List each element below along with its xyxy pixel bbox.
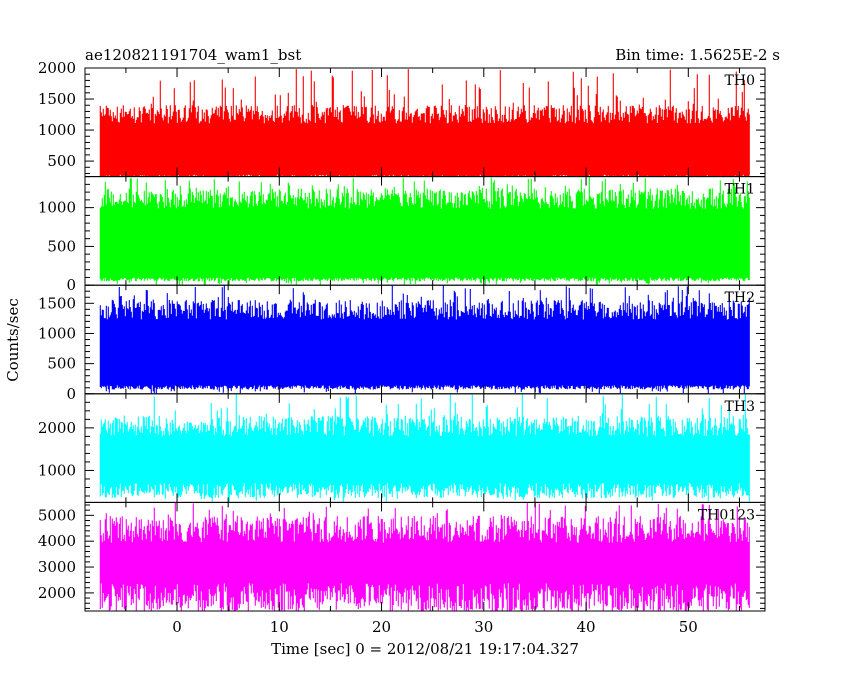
- panel-label: TH0: [725, 73, 755, 89]
- panel-label: TH3: [725, 399, 755, 415]
- x-tick-labels: 0 10 20 30 40 50: [172, 618, 698, 636]
- y-tick-label: 5000: [38, 506, 76, 524]
- x-tick-label: 30: [474, 618, 493, 636]
- x-tick-label: 50: [679, 618, 698, 636]
- panel-th0123: 2000 3000 4000 5000 TH0123: [38, 501, 766, 612]
- y-tick-label: 500: [47, 152, 76, 170]
- panel-th0: 500 1000 1500 2000 TH0: [38, 59, 766, 178]
- y-tick-label: 2000: [38, 59, 76, 77]
- panel-label: TH2: [725, 290, 755, 306]
- y-tick-label: 1000: [38, 324, 76, 342]
- x-axis-label: Time [sec] 0 = 2012/08/21 19:17:04.327: [271, 640, 579, 658]
- y-tick-label: 1000: [38, 121, 76, 139]
- x-tick-label: 20: [372, 618, 391, 636]
- series-th0123: [99, 502, 750, 611]
- panel-th3: 1000 2000 TH3: [38, 393, 766, 503]
- y-tick-label: 500: [47, 237, 76, 255]
- x-tick-label: 40: [577, 618, 596, 636]
- panel-th1: 0 500 1000 TH1: [38, 176, 766, 294]
- series-th3: [99, 393, 750, 503]
- chart-title-left: ae120821191704_wam1_bst: [85, 46, 301, 64]
- y-tick-label: 3000: [38, 558, 76, 576]
- x-tick-label: 0: [172, 618, 182, 636]
- panel-label: TH0123: [698, 507, 755, 523]
- series-th0: [99, 69, 750, 177]
- y-axis-label: Counts/sec: [4, 298, 22, 382]
- y-tick-label: 0: [66, 385, 76, 403]
- y-tick-label: 1500: [38, 90, 76, 108]
- series-th1: [99, 176, 750, 286]
- series-th2: [99, 285, 750, 394]
- chart-title-right: Bin time: 1.5625E-2 s: [615, 46, 780, 64]
- panels: 500 1000 1500 2000 TH0 0 500 1000 TH1 0 500 1000 150…: [38, 59, 766, 612]
- panel-label: TH1: [725, 182, 755, 198]
- y-tick-label: 500: [47, 355, 76, 373]
- y-tick-label: 1500: [38, 294, 76, 312]
- panel-th2: 0 500 1000 1500 TH2: [38, 284, 766, 403]
- y-tick-label: 1000: [38, 461, 76, 479]
- x-tick-label: 10: [270, 618, 289, 636]
- y-tick-label: 2000: [38, 419, 76, 437]
- y-tick-label: 1000: [38, 199, 76, 217]
- y-tick-label: 2000: [38, 584, 76, 602]
- y-tick-label: 4000: [38, 532, 76, 550]
- y-tick-label: 0: [66, 276, 76, 294]
